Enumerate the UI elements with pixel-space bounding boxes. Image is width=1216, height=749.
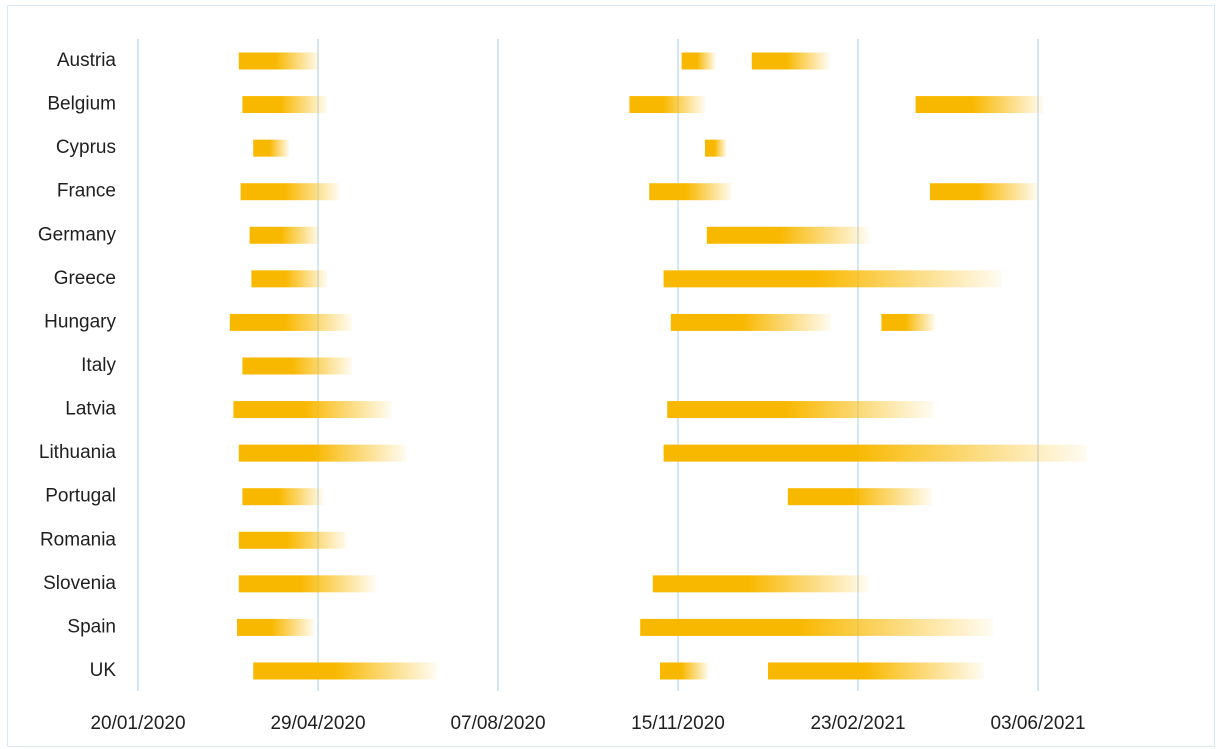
y-tick-label: Belgium bbox=[47, 94, 116, 115]
x-tick-label: 23/02/2021 bbox=[810, 713, 905, 734]
range-bar-cyprus-2 bbox=[705, 139, 727, 157]
range-bar-hungary-1 bbox=[229, 313, 353, 331]
range-bar-belgium-3 bbox=[915, 96, 1044, 114]
y-tick-label: Spain bbox=[67, 616, 116, 637]
range-bar-spain-2 bbox=[640, 618, 993, 636]
range-bar-greece-2 bbox=[663, 270, 1002, 288]
range-bar-france-1 bbox=[240, 183, 340, 201]
range-bar-italy-1 bbox=[242, 357, 353, 375]
y-tick-label: Lithuania bbox=[39, 442, 117, 463]
y-tick-label: Greece bbox=[54, 268, 116, 289]
chart-frame: Austria Belgium Cyprus France Germany Greece H… bbox=[7, 5, 1215, 747]
range-bar-portugal-1 bbox=[242, 488, 324, 506]
y-tick-label: Romania bbox=[40, 529, 116, 550]
x-tick-label: 20/01/2020 bbox=[90, 713, 185, 734]
range-bar-uk-2 bbox=[660, 662, 709, 680]
range-bar-latvia-1 bbox=[233, 401, 392, 419]
range-bar-hungary-2 bbox=[670, 313, 831, 331]
range-bar-lithuania-1 bbox=[238, 444, 407, 462]
y-tick-label: Slovenia bbox=[43, 573, 116, 594]
range-bar-france-2 bbox=[649, 183, 732, 201]
lockdown-timeline-chart: Austria Belgium Cyprus France Germany Greece H… bbox=[38, 39, 1087, 734]
date-axis: 20/01/2020 29/04/2020 07/08/2020 15/11/2020… bbox=[90, 713, 1085, 734]
range-bar-austria-3 bbox=[751, 52, 830, 70]
range-bar-portugal-2 bbox=[787, 488, 932, 506]
x-tick-label: 15/11/2020 bbox=[631, 713, 725, 734]
y-tick-label: Latvia bbox=[65, 399, 116, 420]
range-bar-spain-1 bbox=[237, 618, 315, 636]
y-tick-label: Hungary bbox=[44, 311, 116, 332]
range-bar-slovenia-1 bbox=[238, 575, 376, 593]
range-bar-belgium-1 bbox=[242, 96, 327, 114]
range-bar-austria-1 bbox=[238, 52, 320, 70]
range-bar-uk-3 bbox=[768, 662, 984, 680]
range-bar-latvia-2 bbox=[667, 401, 934, 419]
range-bars bbox=[229, 52, 1087, 680]
range-bar-greece-1 bbox=[251, 270, 327, 288]
y-tick-label: Cyprus bbox=[56, 137, 116, 158]
y-tick-label: UK bbox=[90, 660, 117, 681]
gridlines bbox=[137, 39, 1039, 691]
x-tick-label: 29/04/2020 bbox=[270, 713, 365, 734]
range-bar-uk-1 bbox=[253, 662, 437, 680]
range-bar-cyprus-1 bbox=[253, 139, 290, 157]
range-bar-france-3 bbox=[930, 183, 1038, 201]
y-tick-label: Austria bbox=[57, 50, 117, 71]
range-bar-germany-2 bbox=[706, 226, 869, 244]
y-tick-label: France bbox=[57, 181, 116, 202]
range-bar-belgium-2 bbox=[629, 96, 705, 114]
range-bar-slovenia-2 bbox=[652, 575, 869, 593]
country-axis: Austria Belgium Cyprus France Germany Greece H… bbox=[38, 50, 117, 681]
x-tick-label: 07/08/2020 bbox=[450, 713, 545, 734]
range-bar-romania-1 bbox=[238, 531, 347, 549]
y-tick-label: Germany bbox=[38, 224, 117, 245]
range-bar-hungary-3 bbox=[881, 313, 936, 331]
range-bar-lithuania-2 bbox=[663, 444, 1087, 462]
y-tick-label: Portugal bbox=[45, 486, 116, 507]
range-bar-germany-1 bbox=[249, 226, 320, 244]
x-tick-label: 03/06/2021 bbox=[990, 713, 1085, 734]
range-bar-austria-2 bbox=[681, 52, 716, 70]
y-tick-label: Italy bbox=[81, 355, 116, 376]
